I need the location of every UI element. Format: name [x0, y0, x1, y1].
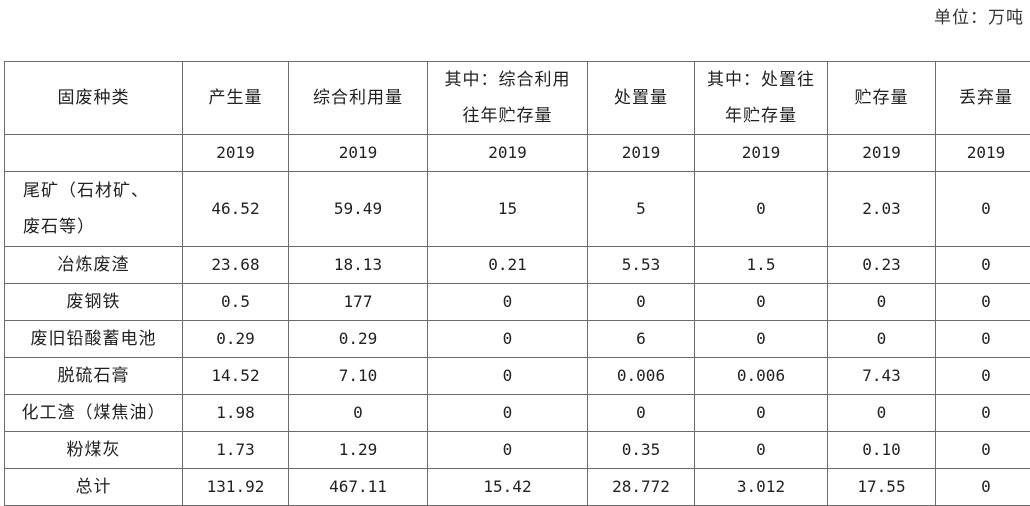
- category-cell: 废钢铁: [4, 283, 183, 321]
- header-disposed-prior-line1: 其中：处置往: [707, 70, 815, 90]
- header-disposed-prior-storage: 其中：处置往 年贮存量: [694, 61, 828, 135]
- value-cell: 0: [694, 171, 828, 247]
- header-generated: 产生量: [182, 61, 289, 135]
- year-cell: 2019: [427, 134, 588, 172]
- category-cell: 化工渣（煤焦油）: [4, 394, 183, 432]
- value-cell: 59.49: [288, 171, 428, 247]
- category-cell: 尾矿（石材矿、 废石等）: [4, 171, 183, 247]
- value-cell: 0: [427, 283, 588, 321]
- total-label: 总计: [4, 468, 183, 506]
- category-cell: 废旧铅酸蓄电池: [4, 320, 183, 358]
- table-row: 冶炼废渣 23.68 18.13 0.21 5.53 1.5 0.23 0: [4, 246, 1030, 284]
- value-cell: 6: [587, 320, 695, 358]
- value-cell: 0: [935, 320, 1030, 358]
- total-value-cell: 0: [935, 468, 1030, 506]
- value-cell: 0: [587, 394, 695, 432]
- value-cell: 0: [427, 320, 588, 358]
- value-cell: 14.52: [182, 357, 289, 395]
- value-cell: 5.53: [587, 246, 695, 284]
- year-cell: 2019: [935, 134, 1030, 172]
- value-cell: 0.21: [427, 246, 588, 284]
- value-cell: 1.98: [182, 394, 289, 432]
- value-cell: 7.10: [288, 357, 428, 395]
- value-cell: 0: [827, 283, 936, 321]
- header-utilized-prior-storage: 其中：综合利用 往年贮存量: [427, 61, 588, 135]
- value-cell: 0: [587, 283, 695, 321]
- table-row: 粉煤灰 1.73 1.29 0 0.35 0 0.10 0: [4, 431, 1030, 469]
- value-cell: 0: [827, 320, 936, 358]
- value-cell: 18.13: [288, 246, 428, 284]
- total-row: 总计 131.92 467.11 15.42 28.772 3.012 17.5…: [4, 468, 1030, 506]
- value-cell: 0: [427, 357, 588, 395]
- value-cell: 0.35: [587, 431, 695, 469]
- header-disposed: 处置量: [587, 61, 695, 135]
- value-cell: 0: [935, 394, 1030, 432]
- value-cell: 0: [935, 357, 1030, 395]
- header-discarded: 丢弃量: [935, 61, 1030, 135]
- table-row: 废钢铁 0.5 177 0 0 0 0 0: [4, 283, 1030, 321]
- year-row: 2019 2019 2019 2019 2019 2019 2019: [4, 134, 1030, 172]
- total-value-cell: 17.55: [827, 468, 936, 506]
- value-cell: 46.52: [182, 171, 289, 247]
- table-row: 废旧铅酸蓄电池 0.29 0.29 0 6 0 0 0: [4, 320, 1030, 358]
- value-cell: 0.5: [182, 283, 289, 321]
- value-cell: 5: [587, 171, 695, 247]
- value-cell: 0: [935, 431, 1030, 469]
- total-value-cell: 467.11: [288, 468, 428, 506]
- value-cell: 0: [827, 394, 936, 432]
- value-cell: 0: [288, 394, 428, 432]
- value-cell: 0.006: [694, 357, 828, 395]
- value-cell: 0: [935, 283, 1030, 321]
- value-cell: 23.68: [182, 246, 289, 284]
- category-cell: 冶炼废渣: [4, 246, 183, 284]
- total-value-cell: 131.92: [182, 468, 289, 506]
- year-cell: 2019: [288, 134, 428, 172]
- value-cell: 0: [935, 246, 1030, 284]
- header-stored: 贮存量: [827, 61, 936, 135]
- year-cell: 2019: [587, 134, 695, 172]
- year-cell-empty: [4, 134, 183, 172]
- total-value-cell: 28.772: [587, 468, 695, 506]
- value-cell: 0.23: [827, 246, 936, 284]
- value-cell: 0: [935, 171, 1030, 247]
- header-utilized: 综合利用量: [288, 61, 428, 135]
- solid-waste-table: 固废种类 产生量 综合利用量 其中：综合利用 往年贮存量 处置量 其中：处置往 …: [4, 61, 1030, 506]
- value-cell: 0.29: [288, 320, 428, 358]
- value-cell: 15: [427, 171, 588, 247]
- year-cell: 2019: [182, 134, 289, 172]
- category-line1: 尾矿（石材矿、: [23, 181, 149, 201]
- table-row: 化工渣（煤焦油） 1.98 0 0 0 0 0 0: [4, 394, 1030, 432]
- unit-label: 单位：万吨: [934, 8, 1024, 28]
- header-utilized-prior-line2: 往年贮存量: [462, 106, 553, 126]
- value-cell: 1.5: [694, 246, 828, 284]
- header-utilized-prior-line1: 其中：综合利用: [444, 70, 571, 90]
- value-cell: 0.10: [827, 431, 936, 469]
- value-cell: 7.43: [827, 357, 936, 395]
- category-cell: 脱硫石膏: [4, 357, 183, 395]
- value-cell: 0: [694, 283, 828, 321]
- value-cell: 0: [427, 394, 588, 432]
- value-cell: 1.73: [182, 431, 289, 469]
- value-cell: 0.006: [587, 357, 695, 395]
- value-cell: 1.29: [288, 431, 428, 469]
- value-cell: 0: [427, 431, 588, 469]
- value-cell: 0.29: [182, 320, 289, 358]
- value-cell: 177: [288, 283, 428, 321]
- total-value-cell: 3.012: [694, 468, 828, 506]
- year-cell: 2019: [827, 134, 936, 172]
- total-value-cell: 15.42: [427, 468, 588, 506]
- table-row: 尾矿（石材矿、 废石等） 46.52 59.49 15 5 0 2.03 0: [4, 171, 1030, 247]
- value-cell: 0: [694, 394, 828, 432]
- header-row: 固废种类 产生量 综合利用量 其中：综合利用 往年贮存量 处置量 其中：处置往 …: [4, 61, 1030, 135]
- value-cell: 0: [694, 320, 828, 358]
- category-cell: 粉煤灰: [4, 431, 183, 469]
- year-cell: 2019: [694, 134, 828, 172]
- header-disposed-prior-line2: 年贮存量: [725, 106, 797, 126]
- value-cell: 2.03: [827, 171, 936, 247]
- table-row: 脱硫石膏 14.52 7.10 0 0.006 0.006 7.43 0: [4, 357, 1030, 395]
- category-line2: 废石等）: [23, 217, 95, 237]
- value-cell: 0: [694, 431, 828, 469]
- header-category: 固废种类: [4, 61, 183, 135]
